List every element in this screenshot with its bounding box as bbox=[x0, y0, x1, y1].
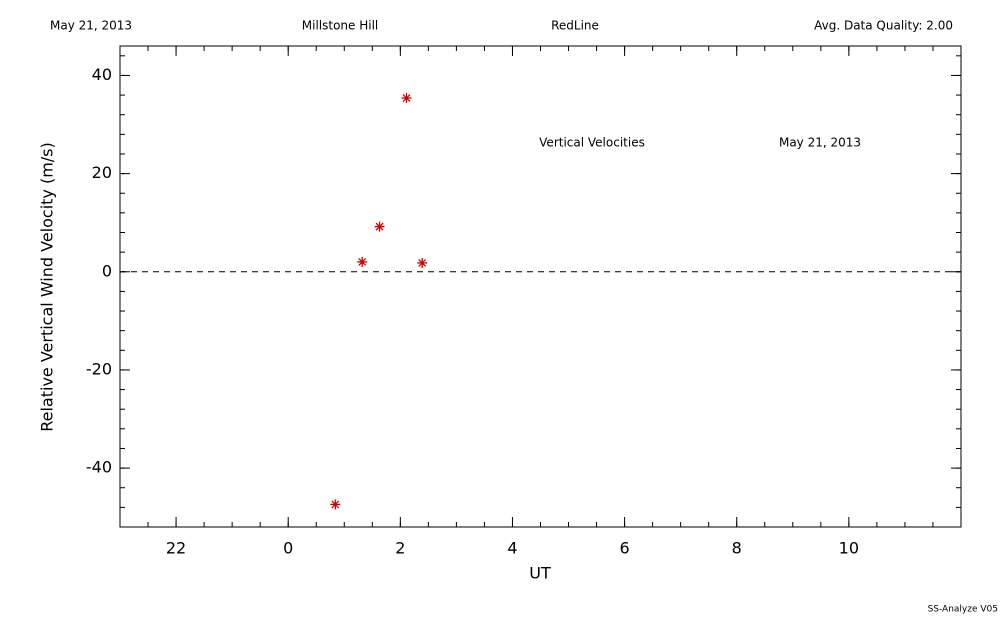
annotation: May 21, 2013 bbox=[779, 136, 861, 150]
footer: SS-Analyze V05 bbox=[928, 605, 998, 615]
header-site: Millstone Hill bbox=[302, 19, 378, 33]
y-tick-label: 0 bbox=[102, 261, 112, 280]
y-tick-label: 20 bbox=[92, 163, 112, 182]
x-tick-label: 8 bbox=[732, 539, 742, 558]
plot-frame bbox=[119, 45, 962, 528]
marker-stroke bbox=[375, 222, 384, 231]
data-point bbox=[374, 221, 385, 232]
marker-stroke bbox=[402, 94, 411, 102]
data-point bbox=[401, 93, 412, 104]
x-tick-label: 4 bbox=[507, 539, 517, 558]
x-axis-label: UT bbox=[529, 564, 551, 583]
y-tick-label: -20 bbox=[86, 359, 112, 378]
x-tick-label: 6 bbox=[620, 539, 630, 558]
header-filter: RedLine bbox=[551, 19, 599, 33]
marker-stroke bbox=[358, 257, 367, 266]
x-tick-label: 10 bbox=[839, 539, 859, 558]
y-tick-label: -40 bbox=[86, 458, 112, 477]
y-tick-label: 40 bbox=[92, 65, 112, 84]
y-axis-label: Relative Vertical Wind Velocity (m/s) bbox=[38, 142, 57, 432]
annotation: Vertical Velocities bbox=[539, 136, 645, 150]
header-quality: Avg. Data Quality: 2.00 bbox=[814, 19, 953, 33]
x-tick-label: 22 bbox=[166, 539, 186, 558]
marker-stroke bbox=[418, 258, 427, 267]
x-tick-label: 0 bbox=[283, 539, 293, 558]
data-point bbox=[330, 499, 341, 510]
marker-stroke bbox=[331, 500, 340, 509]
x-tick-label: 2 bbox=[395, 539, 405, 558]
data-point bbox=[417, 257, 428, 268]
data-point bbox=[357, 256, 368, 267]
header-date: May 21, 2013 bbox=[50, 19, 132, 33]
